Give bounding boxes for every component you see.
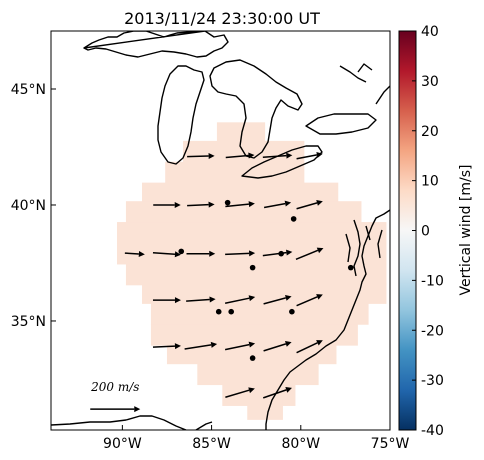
colorbar-tick-label: -10 — [421, 273, 444, 289]
wind-vector — [262, 152, 293, 159]
wind-field-row — [141, 282, 387, 304]
x-tick-label: 75°W — [371, 436, 410, 452]
wind-vector — [262, 249, 293, 257]
wind-vector — [224, 341, 256, 351]
wind-vector — [263, 200, 292, 209]
wind-vector — [152, 343, 181, 350]
station-marker — [215, 308, 222, 315]
wind-vector — [263, 341, 292, 352]
wind-field-row — [165, 161, 305, 184]
lake-huron-outline — [209, 59, 303, 159]
wind-field-row — [117, 222, 387, 244]
colorbar: 40 30 20 10 0 -10 -20 -30 -40 Vertical wind [m/s… — [398, 24, 474, 439]
station-marker — [178, 248, 185, 255]
y-axis: 45°N 40°N 35°N — [11, 82, 56, 330]
wind-vector — [296, 340, 323, 354]
station-marker — [289, 308, 295, 315]
wind-vector — [124, 250, 145, 257]
lake-michigan-outline — [157, 65, 205, 165]
wind-vector — [296, 151, 323, 160]
wind-vector — [225, 387, 255, 398]
wind-field-row — [247, 398, 283, 420]
wind-vector — [187, 201, 215, 208]
colorbar-tick-label: -30 — [421, 373, 444, 389]
wind-field-row — [125, 263, 387, 286]
wind-field-row — [150, 324, 358, 346]
scale-arrow — [90, 406, 141, 413]
wind-field-row — [166, 342, 337, 365]
wind-vector — [224, 295, 256, 304]
lake-superior-outline — [83, 31, 229, 58]
scale-arrow-group: 200 m/s — [90, 380, 141, 413]
wind-field-row — [197, 363, 319, 386]
y-tick-label: 40°N — [11, 198, 46, 214]
x-tick-label: 90°W — [103, 436, 142, 452]
map-panel: 200 m/s — [51, 31, 390, 430]
wind-vector — [153, 201, 181, 208]
wind-vector — [152, 297, 181, 304]
wind-vectors — [124, 151, 324, 399]
lake-ontario-outline — [305, 113, 377, 135]
y-tick-label: 35°N — [11, 314, 46, 330]
wind-vector — [263, 294, 292, 305]
colorbar-tick-label: -20 — [421, 323, 444, 339]
wind-field-row — [141, 182, 339, 205]
wind-vector — [296, 199, 323, 210]
plot-title: 2013/11/24 23:30:00 UT — [124, 9, 320, 28]
colorbar-tick-label: 0 — [421, 224, 430, 240]
coastlines — [51, 31, 390, 430]
northeast-coast — [339, 63, 390, 105]
colorbar-tick-label: 20 — [421, 124, 439, 140]
atlantic-coastline — [265, 209, 390, 430]
wind-vector — [225, 201, 255, 208]
wind-field-row — [150, 303, 369, 325]
colorbar-tick-label: 30 — [421, 74, 439, 90]
wind-vector — [152, 251, 181, 258]
wind-vector — [186, 250, 216, 257]
colorbar-tick-label: 10 — [421, 174, 439, 190]
chesapeake-bay — [345, 219, 383, 277]
station-marker — [228, 308, 235, 315]
station-marker — [290, 216, 297, 222]
wind-vector — [296, 294, 323, 307]
lake-erie-outline — [241, 145, 323, 179]
wind-field-row — [216, 122, 266, 144]
wind-vector — [262, 387, 292, 399]
map-frame — [50, 30, 391, 431]
wind-vector — [184, 341, 218, 350]
y-tick-label: 45°N — [11, 82, 46, 98]
scale-arrow-label: 200 m/s — [90, 380, 139, 394]
station-marker — [224, 199, 231, 206]
colorbar-tick-label: 40 — [421, 24, 439, 40]
wind-vector — [186, 296, 216, 303]
colorbar-ticks: 40 30 20 10 0 -10 -20 -30 -40 — [412, 24, 444, 439]
wind-vector — [187, 153, 215, 160]
station-marker — [249, 355, 256, 361]
x-tick-label: 80°W — [281, 436, 320, 452]
station-marker — [347, 264, 354, 271]
colorbar-tick-label: -40 — [421, 423, 444, 439]
x-tick-label: 85°W — [192, 436, 231, 452]
x-axis: 90°W 85°W 80°W 75°W — [103, 425, 409, 452]
wind-vector — [225, 250, 256, 257]
wind-vector — [225, 152, 255, 159]
colorbar-label: Vertical wind [m/s] — [458, 165, 474, 296]
gulf-coastline — [51, 415, 213, 430]
wind-vector — [295, 247, 324, 261]
station-marker — [249, 264, 256, 271]
